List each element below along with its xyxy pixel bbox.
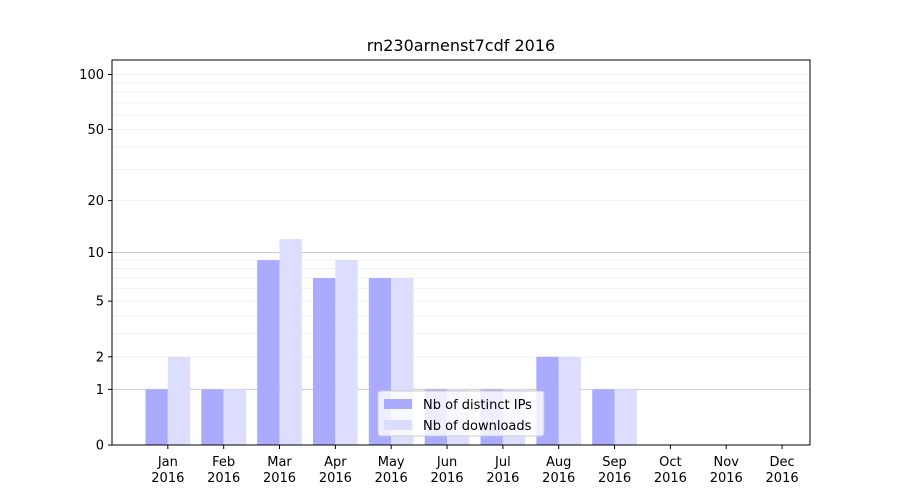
plot-frame <box>111 59 811 446</box>
legend-box <box>377 390 545 437</box>
x-tick-label: Sep 2016 <box>598 455 631 486</box>
y-tick-label: 5 <box>96 295 104 310</box>
bar-distinct-ips-2 <box>257 260 280 445</box>
x-tick-label: Dec 2016 <box>766 455 799 486</box>
bar-distinct-ips-0 <box>145 389 168 445</box>
x-tick-label: Jun 2016 <box>430 455 463 486</box>
legend: Nb of distinct IPs Nb of downloads <box>377 390 545 437</box>
x-tick-label: Aug 2016 <box>542 455 575 486</box>
x-tick-label: Mar 2016 <box>263 455 296 486</box>
x-axis-ticks: Jan 2016 Feb 2016 Mar 2016 Apr 2016 May 2016 Jun 20… <box>151 445 799 486</box>
legend-label: Nb of distinct IPs <box>423 398 532 413</box>
bar-downloads-1 <box>223 389 247 445</box>
bar-distinct-ips-8 <box>592 389 615 445</box>
legend-swatch <box>384 399 412 409</box>
grid-lines <box>112 74 810 390</box>
x-tick-label: Jan 2016 <box>151 455 184 486</box>
bar-distinct-ips-3 <box>313 278 336 445</box>
y-tick-label: 0 <box>96 439 104 454</box>
x-tick-label: May 2016 <box>375 455 408 486</box>
x-tick-label: Jul 2016 <box>486 455 519 486</box>
x-tick-label: Nov 2016 <box>710 455 743 486</box>
bar-distinct-ips-1 <box>201 389 224 445</box>
y-axis-ticks: 0 1 2 5 10 20 50 100 <box>79 68 112 454</box>
bar-downloads-8 <box>614 389 637 445</box>
y-tick-label: 1 <box>96 383 104 398</box>
bar-downloads-2 <box>279 239 302 445</box>
chart-title: rn230arnenst7cdf 2016 <box>367 36 555 55</box>
y-tick-label: 10 <box>87 246 104 261</box>
legend-swatch <box>384 420 412 430</box>
y-tick-label: 50 <box>87 123 104 138</box>
legend-label: Nb of downloads <box>423 419 532 434</box>
y-tick-label: 2 <box>96 350 104 365</box>
x-tick-label: Oct 2016 <box>654 455 687 486</box>
x-tick-label: Feb 2016 <box>207 455 240 486</box>
bar-downloads-7 <box>558 356 582 445</box>
y-tick-label: 100 <box>79 68 104 83</box>
bar-downloads-3 <box>335 260 358 445</box>
y-tick-label: 20 <box>87 194 104 209</box>
bar-downloads-0 <box>167 356 191 445</box>
x-tick-label: Apr 2016 <box>319 455 352 486</box>
